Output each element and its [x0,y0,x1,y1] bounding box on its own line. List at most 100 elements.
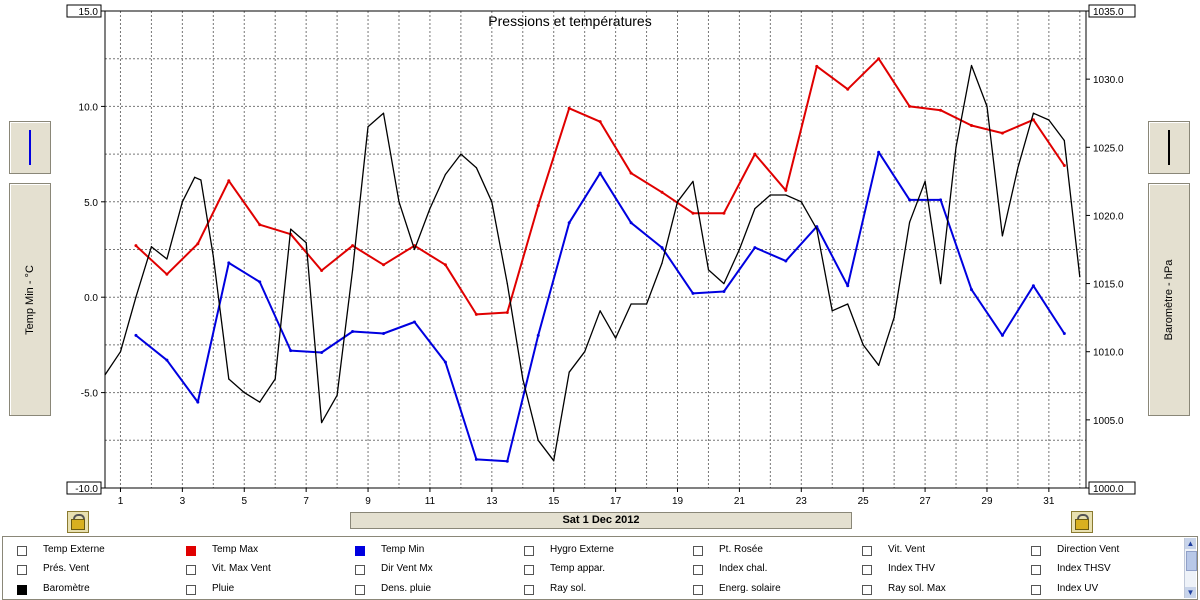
data-point-temp-min [289,349,293,353]
legend-checkbox[interactable] [186,585,196,595]
x-tick-label: 11 [425,496,436,507]
data-point-barom-tre [645,303,648,305]
data-point-barom-tre [1001,235,1004,237]
data-point-temp-min [939,198,943,202]
data-point-temp-min [846,284,850,288]
data-point-barom-tre [1063,139,1065,142]
data-point-temp-max [443,263,447,267]
data-point-temp-max [351,244,355,248]
series-line-barom-tre [104,64,1081,462]
x-tick-label: 7 [303,496,309,507]
x-tick-label: 21 [734,496,746,507]
data-point-temp-min [722,289,726,293]
legend-checkbox[interactable] [693,585,703,595]
data-point-barom-tre [166,258,168,260]
data-point-temp-max [1062,164,1066,168]
legend-checkbox[interactable] [524,546,534,556]
legend-checkbox[interactable] [355,546,365,556]
legend-label: Temp appar. [550,563,606,574]
data-point-temp-max [227,179,231,183]
data-point-temp-max [567,106,571,110]
data-point-temp-max [1000,131,1004,135]
data-point-temp-min [753,246,757,250]
legend-checkbox[interactable] [17,585,27,595]
data-point-barom-tre [537,439,539,441]
y-tick-label: -10.0 [75,484,98,495]
data-point-barom-tre [305,242,307,244]
y2-tick-label: 1025.0 [1093,143,1124,154]
legend-checkbox[interactable] [693,546,703,556]
left-padlock-icon[interactable] [67,511,89,533]
data-point-barom-tre [939,282,942,285]
legend-checkbox[interactable] [1031,585,1041,595]
x-tick-label: 13 [486,496,498,507]
legend-checkbox[interactable] [524,585,534,595]
right-series-button[interactable] [1148,121,1190,174]
data-point-barom-tre [553,460,555,462]
grid [105,11,1086,488]
data-point-barom-tre [769,194,771,196]
x-tick-label: 17 [610,496,622,507]
data-point-temp-max [474,312,478,316]
legend-checkbox[interactable] [355,565,365,575]
series-group [104,57,1081,463]
legend-label: Baromètre [43,583,90,594]
data-point-temp-min [969,288,973,292]
data-point-barom-tre [150,246,153,248]
legend-checkbox[interactable] [693,565,703,575]
legend-checkbox[interactable] [355,585,365,595]
legend-label: Dir Vent Mx [381,563,433,574]
data-point-temp-min [629,221,633,225]
left-axis-label-panel[interactable]: Temp Min - °C [9,183,51,416]
y-tick-label: -5.0 [81,389,99,400]
data-point-temp-min [536,333,540,337]
data-point-barom-tre [723,282,725,285]
x-tick-label: 19 [672,496,684,507]
data-point-barom-tre [194,176,196,178]
legend-checkbox[interactable] [17,546,27,556]
legend-checkbox[interactable] [1031,565,1041,575]
legend-checkbox[interactable] [862,546,872,556]
legend-checkbox[interactable] [17,565,27,575]
data-point-barom-tre [599,310,601,312]
legend-checkbox[interactable] [1031,546,1041,556]
data-point-temp-max [165,272,169,276]
y2-tick-label: 1035.0 [1093,7,1124,18]
data-point-barom-tre [785,194,787,196]
date-label: Sat 1 Dec 2012 [562,514,640,526]
data-point-barom-tre [336,394,338,396]
data-point-barom-tre [707,269,710,271]
data-point-temp-max [691,211,695,215]
legend-checkbox[interactable] [186,565,196,575]
legend-scrollbar[interactable]: ▲ ▼ [1184,538,1197,598]
chart-title: Pressions et températures [488,13,651,29]
data-point-barom-tre [290,228,292,230]
data-point-temp-max [134,244,138,248]
data-point-barom-tre [321,421,323,424]
legend-checkbox[interactable] [862,565,872,575]
right-axis-label-panel[interactable]: Baromètre - hPa [1148,183,1190,416]
scroll-down-icon[interactable]: ▼ [1185,587,1196,598]
legend-checkbox[interactable] [524,565,534,575]
data-point-temp-max [815,64,819,68]
legend-label: Index UV [1057,583,1099,594]
legend-label: Temp Max [212,544,259,555]
legend-checkbox[interactable] [186,546,196,556]
data-point-barom-tre [212,255,214,257]
data-point-barom-tre [460,153,462,155]
y-tick-label-box [66,4,102,18]
left-series-button[interactable] [9,121,51,174]
x-tick-label: 1 [118,496,124,507]
date-scrollbar[interactable]: Sat 1 Dec 2012 [350,512,852,529]
scroll-up-icon[interactable]: ▲ [1185,538,1196,549]
data-point-temp-max [629,171,633,175]
data-point-temp-max [969,123,973,127]
right-padlock-icon[interactable] [1071,511,1093,533]
data-point-temp-max [536,204,540,208]
y-tick-label: 0.0 [84,293,98,304]
legend-panel: Temp Externe Temp Max Temp Min Hygro Extern… [2,536,1198,600]
data-point-barom-tre [259,401,261,403]
legend-checkbox[interactable] [862,585,872,595]
scroll-thumb[interactable] [1186,551,1197,571]
